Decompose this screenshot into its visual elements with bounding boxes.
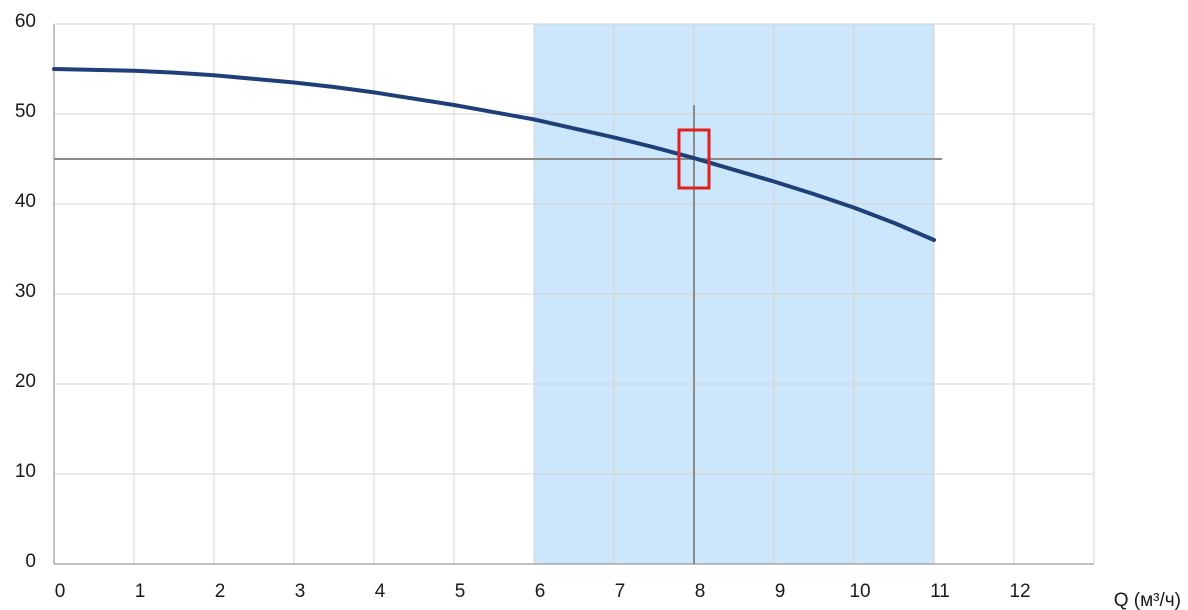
x-tick-label-9: 9 bbox=[775, 581, 786, 602]
x-tick-label-1: 1 bbox=[135, 581, 146, 602]
pump-curve-line bbox=[52, 67, 936, 242]
x-axis-title: Q (м³/ч) bbox=[1114, 590, 1181, 610]
x-tick-label-0: 0 bbox=[55, 581, 66, 602]
y-tick-label-0: 0 bbox=[25, 551, 36, 572]
x-tick-label-7: 7 bbox=[615, 581, 626, 602]
x-tick-label-10: 10 bbox=[849, 581, 870, 602]
y-tick-label-40: 40 bbox=[15, 191, 36, 212]
y-tick-label-30: 30 bbox=[15, 281, 36, 302]
x-tick-label-5: 5 bbox=[455, 581, 466, 602]
x-tick-label-11: 11 bbox=[930, 581, 950, 602]
y-tick-label-60: 60 bbox=[15, 11, 36, 32]
x-tick-label-4: 4 bbox=[375, 581, 386, 602]
operating-point-marker bbox=[677, 128, 711, 190]
x-tick-label-2: 2 bbox=[215, 581, 226, 602]
x-tick-label-6: 6 bbox=[535, 581, 546, 602]
y-tick-label-10: 10 bbox=[15, 461, 36, 482]
x-tick-label-3: 3 bbox=[295, 581, 306, 602]
y-tick-label-50: 50 bbox=[15, 101, 36, 122]
y-tick-label-20: 20 bbox=[15, 371, 36, 392]
x-tick-label-8: 8 bbox=[695, 581, 706, 602]
x-tick-label-12: 12 bbox=[1009, 581, 1030, 602]
